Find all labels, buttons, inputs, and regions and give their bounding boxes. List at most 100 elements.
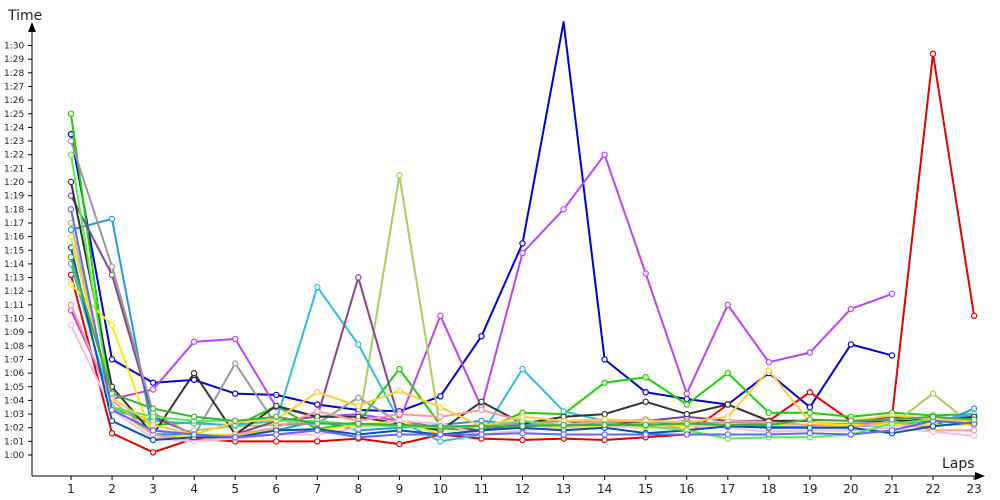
- data-point: [396, 365, 403, 373]
- data-point: [601, 356, 608, 363]
- x-tick-label: 20: [843, 482, 858, 496]
- y-tick-label: 1:04: [4, 396, 24, 406]
- data-point: [396, 387, 403, 394]
- series-line: [70, 154, 975, 440]
- data-point: [149, 449, 157, 456]
- data-point: [847, 341, 855, 348]
- data-point: [108, 417, 116, 425]
- y-tick-label: 1:14: [4, 260, 24, 270]
- x-tick-label: 5: [231, 482, 239, 496]
- x-tick-label: 17: [720, 482, 735, 496]
- series-15: [67, 151, 978, 442]
- data-point: [314, 389, 321, 396]
- y-tick-label: 1:20: [4, 178, 24, 188]
- y-tick-label: 1:13: [4, 274, 24, 284]
- data-point: [314, 408, 321, 415]
- x-tick-label: 21: [884, 482, 899, 496]
- x-tick-label: 22: [925, 482, 940, 496]
- data-point: [888, 416, 896, 423]
- data-point: [683, 390, 691, 397]
- data-point: [108, 322, 116, 329]
- y-tick-label: 1:21: [4, 164, 24, 174]
- data-point: [683, 395, 691, 403]
- data-point: [765, 359, 773, 366]
- x-tick-label: 7: [313, 482, 321, 496]
- data-point: [642, 398, 649, 405]
- series-1: [67, 21, 896, 415]
- data-point: [108, 215, 116, 223]
- series-16: [67, 233, 978, 438]
- data-point: [355, 394, 362, 401]
- data-point: [231, 360, 239, 367]
- data-point: [67, 281, 75, 288]
- y-tick-label: 1:02: [4, 424, 24, 434]
- y-tick-label: 1:24: [4, 123, 24, 133]
- y-tick-label: 1:30: [4, 42, 24, 52]
- series-line: [70, 21, 893, 413]
- data-point: [437, 393, 444, 400]
- x-axis-title: Laps: [942, 456, 975, 472]
- x-tick-label: 15: [638, 482, 653, 496]
- data-point: [478, 398, 485, 405]
- data-point: [273, 391, 280, 399]
- data-point: [190, 338, 198, 345]
- data-point: [478, 423, 485, 430]
- data-point: [519, 365, 526, 373]
- x-tick-label: 8: [355, 482, 363, 496]
- data-point: [149, 421, 157, 429]
- data-point: [929, 390, 937, 397]
- series-6: [67, 215, 978, 438]
- data-point: [806, 409, 814, 416]
- data-point: [355, 420, 362, 427]
- series-9: [67, 137, 978, 440]
- y-tick-label: 1:05: [4, 383, 24, 393]
- y-tick-label: 1:23: [4, 137, 24, 147]
- data-point: [67, 233, 75, 240]
- data-point: [601, 379, 608, 386]
- y-tick-label: 1:07: [4, 355, 24, 365]
- data-point: [560, 421, 567, 429]
- data-point: [108, 356, 116, 363]
- y-tick-label: 1:22: [4, 151, 24, 161]
- y-tick-label: 1:10: [4, 315, 24, 325]
- data-point: [765, 367, 773, 374]
- series-18: [67, 253, 978, 430]
- data-point: [519, 436, 526, 444]
- x-tick-label: 23: [966, 482, 981, 496]
- data-point: [314, 283, 321, 291]
- data-point: [396, 171, 403, 179]
- data-point: [642, 431, 649, 438]
- data-point: [437, 312, 444, 319]
- data-point: [642, 374, 649, 381]
- data-point: [847, 424, 855, 431]
- data-point: [355, 402, 362, 410]
- data-point: [683, 410, 691, 418]
- data-point: [190, 376, 198, 384]
- data-point: [806, 389, 814, 396]
- data-point: [929, 413, 937, 420]
- y-tick-label: 1:19: [4, 192, 24, 202]
- y-axis-ticks: 1:00 1:01 1:02 1:03 1:04 1:05 1:06 1:07 1:08 1:09…: [4, 42, 32, 461]
- data-point: [396, 440, 403, 448]
- data-point: [355, 341, 362, 348]
- y-tick-label: 1:29: [4, 55, 24, 65]
- series-line: [70, 181, 975, 436]
- series-line: [70, 113, 975, 432]
- x-tick-label: 19: [802, 482, 817, 496]
- data-point: [108, 263, 116, 270]
- series-4: [67, 110, 978, 434]
- y-tick-label: 1:15: [4, 246, 24, 256]
- x-tick-label: 4: [190, 482, 198, 496]
- data-point: [396, 421, 403, 429]
- data-point: [724, 413, 732, 420]
- data-point: [273, 438, 280, 445]
- data-point: [560, 206, 567, 213]
- data-point: [601, 416, 608, 423]
- data-point: [231, 417, 239, 425]
- data-point: [806, 424, 814, 431]
- data-point: [724, 401, 732, 408]
- data-point: [519, 249, 526, 257]
- data-point: [67, 178, 75, 186]
- y-tick-label: 1:25: [4, 110, 24, 120]
